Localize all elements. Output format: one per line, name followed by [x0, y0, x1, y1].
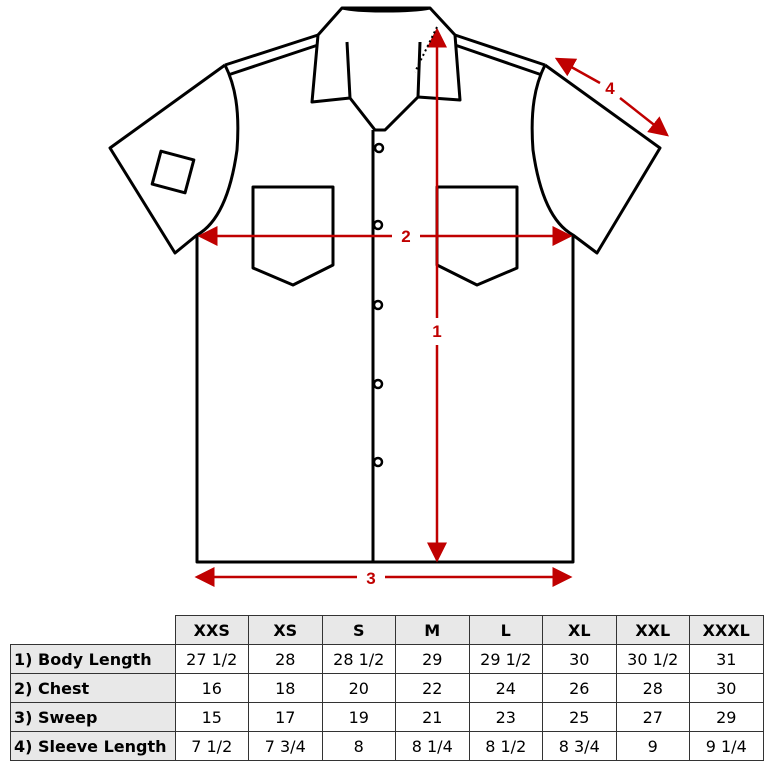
table-row: 3) Sweep 15 17 19 21 23 25 27 29	[10, 702, 764, 732]
size-header: XS	[248, 615, 323, 645]
size-header: M	[395, 615, 470, 645]
table-cell: 16	[174, 673, 249, 703]
table-cell: 29	[689, 702, 764, 732]
table-cell: 20	[321, 673, 396, 703]
label-2: 2	[401, 227, 410, 246]
label-3: 3	[366, 569, 375, 588]
table-cell: 28	[248, 644, 323, 674]
label-4: 4	[605, 79, 615, 98]
size-header: XL	[542, 615, 617, 645]
table-cell: 30	[689, 673, 764, 703]
table-cell: 7 3/4	[248, 731, 323, 761]
table-cell: 27 1/2	[174, 644, 249, 674]
table-cell: 15	[174, 702, 249, 732]
table-cell: 28 1/2	[321, 644, 396, 674]
table-cell: 22	[395, 673, 470, 703]
table-cell: 7 1/2	[174, 731, 249, 761]
header-row: XXS XS S M L XL XXL XXXL	[10, 615, 764, 645]
table-cell: 18	[248, 673, 323, 703]
size-header: XXL	[615, 615, 690, 645]
table-cell: 29	[395, 644, 470, 674]
table-cell: 19	[321, 702, 396, 732]
table-cell: 8 3/4	[542, 731, 617, 761]
table-row: 2) Chest 16 18 20 22 24 26 28 30	[10, 673, 764, 703]
sleeve-length-arrow	[554, 57, 601, 85]
size-header: L	[468, 615, 543, 645]
size-header: XXS	[174, 615, 249, 645]
table-cell: 25	[542, 702, 617, 732]
table-cell: 23	[468, 702, 543, 732]
row-label: 2) Chest	[10, 673, 176, 703]
table-cell: 17	[248, 702, 323, 732]
table-cell: 24	[468, 673, 543, 703]
table-cell: 26	[542, 673, 617, 703]
table-row: 1) Body Length 27 1/2 28 28 1/2 29 29 1/2 30 30…	[10, 644, 764, 674]
table-cell: 8 1/4	[395, 731, 470, 761]
left-pocket	[251, 185, 335, 287]
table-row: 4) Sleeve Length 7 1/2 7 3/4 8 8 1/4 8 1/2 8 3…	[10, 731, 764, 761]
table-cell: 30 1/2	[615, 644, 690, 674]
shirt-diagram: 1 2 3 4	[108, 6, 669, 588]
size-table: XXS XS S M L XL XXL XXXL 1) Body Length 2…	[10, 615, 764, 761]
row-label: 3) Sweep	[10, 702, 176, 732]
shirt-outline	[108, 6, 662, 564]
buttons	[372, 142, 385, 468]
size-header: XXXL	[689, 615, 764, 645]
table-cell: 29 1/2	[468, 644, 543, 674]
table-cell: 9	[615, 731, 690, 761]
size-header: S	[321, 615, 396, 645]
table-cell: 27	[615, 702, 690, 732]
sleeve-patch	[150, 149, 196, 195]
table-cell: 28	[615, 673, 690, 703]
measurement-arrows	[194, 26, 669, 587]
table-cell: 8	[321, 731, 396, 761]
row-label: 1) Body Length	[10, 644, 176, 674]
table-cell: 31	[689, 644, 764, 674]
table-cell: 8 1/2	[468, 731, 543, 761]
label-1: 1	[432, 322, 441, 341]
row-label: 4) Sleeve Length	[10, 731, 176, 761]
table-cell: 9 1/4	[689, 731, 764, 761]
table-cell: 30	[542, 644, 617, 674]
table-cell: 21	[395, 702, 470, 732]
